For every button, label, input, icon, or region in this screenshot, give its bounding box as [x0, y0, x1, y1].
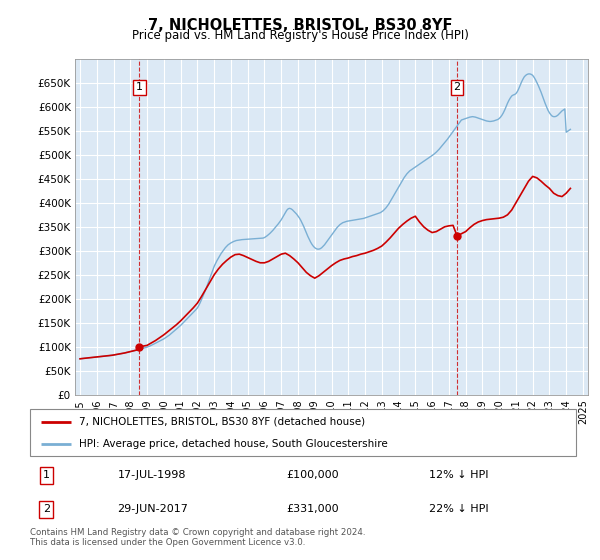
Text: 7, NICHOLETTES, BRISTOL, BS30 8YF (detached house): 7, NICHOLETTES, BRISTOL, BS30 8YF (detac… [79, 417, 365, 427]
Text: 17-JUL-1998: 17-JUL-1998 [118, 470, 186, 480]
Text: £331,000: £331,000 [287, 505, 339, 515]
FancyBboxPatch shape [30, 409, 576, 456]
Text: 1: 1 [43, 470, 50, 480]
Text: 29-JUN-2017: 29-JUN-2017 [118, 505, 188, 515]
Text: Contains HM Land Registry data © Crown copyright and database right 2024.
This d: Contains HM Land Registry data © Crown c… [30, 528, 365, 547]
Text: HPI: Average price, detached house, South Gloucestershire: HPI: Average price, detached house, Sout… [79, 438, 388, 449]
Text: Price paid vs. HM Land Registry's House Price Index (HPI): Price paid vs. HM Land Registry's House … [131, 29, 469, 42]
Text: 12% ↓ HPI: 12% ↓ HPI [428, 470, 488, 480]
Text: 1: 1 [136, 82, 143, 92]
Text: £100,000: £100,000 [287, 470, 339, 480]
Text: 2: 2 [454, 82, 461, 92]
Text: 7, NICHOLETTES, BRISTOL, BS30 8YF: 7, NICHOLETTES, BRISTOL, BS30 8YF [148, 18, 452, 33]
Text: 22% ↓ HPI: 22% ↓ HPI [428, 505, 488, 515]
Text: 2: 2 [43, 505, 50, 515]
